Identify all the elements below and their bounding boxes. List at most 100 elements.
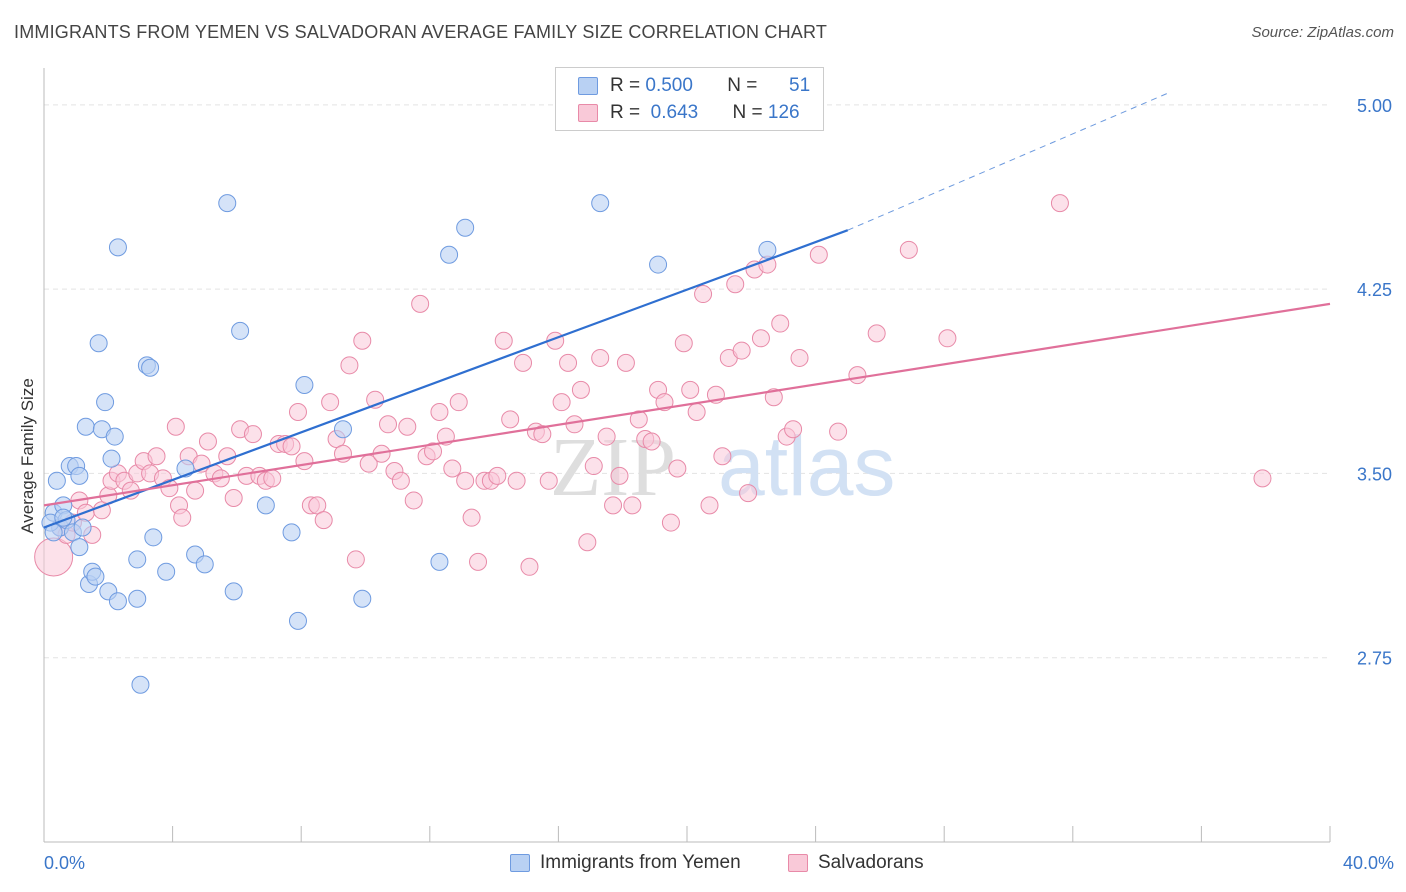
y-axis-label: Average Family Size bbox=[18, 378, 37, 534]
y-tick-label: 3.50 bbox=[1357, 464, 1392, 484]
salvadorans-point bbox=[559, 353, 578, 372]
salvadorans-point bbox=[848, 366, 867, 385]
yemen-point bbox=[47, 471, 66, 490]
salvadorans-point bbox=[668, 459, 687, 478]
salvadorans-point bbox=[295, 452, 314, 471]
salvadorans-point bbox=[539, 471, 558, 490]
legend-n-value: 126 bbox=[767, 102, 800, 123]
yemen-point bbox=[141, 358, 160, 377]
salvadorans-point bbox=[591, 348, 610, 367]
salvadorans-point bbox=[1253, 469, 1272, 488]
yemen-point bbox=[73, 518, 92, 537]
salvadorans-point bbox=[424, 442, 443, 461]
salvadorans-point bbox=[224, 489, 243, 507]
salvadorans-point bbox=[501, 410, 520, 429]
legend-n-label: N = bbox=[732, 102, 763, 123]
yemen-point bbox=[128, 550, 147, 569]
salvadorans-point bbox=[642, 432, 661, 451]
salvadorans-point bbox=[674, 334, 693, 353]
x-tick-label: 0.0% bbox=[44, 853, 85, 873]
salvadorans-point bbox=[552, 393, 571, 412]
salvadorans-point bbox=[571, 380, 590, 399]
salvadorans-trend-line bbox=[43, 302, 1331, 507]
yemen-point bbox=[295, 375, 314, 394]
salvadorans-point bbox=[867, 324, 886, 343]
salvadorans-point bbox=[411, 294, 430, 313]
salvadorans-point bbox=[456, 471, 475, 490]
yemen-point bbox=[131, 675, 150, 694]
bottom-legend-label: Salvadorans bbox=[818, 852, 924, 873]
stats-legend: R = 0.500 N = 51 R = 0.643 N = 126 bbox=[555, 67, 824, 131]
tick-labels: 2.75 3.50 4.25 5.00 0.0% 40.0% bbox=[44, 96, 1394, 873]
salvadorans-point bbox=[469, 552, 488, 571]
salvadorans-point bbox=[784, 420, 803, 439]
yemen-point bbox=[256, 496, 275, 515]
y-tick-label: 2.75 bbox=[1357, 649, 1392, 669]
yemen-point bbox=[108, 238, 127, 257]
salvadorans-point bbox=[584, 457, 603, 476]
salvadorans-point bbox=[404, 491, 423, 510]
legend-r-value: 0.500 bbox=[645, 75, 693, 96]
salvadorans-point bbox=[514, 353, 533, 372]
salvadorans-point bbox=[462, 508, 481, 527]
salvadorans-point bbox=[809, 245, 828, 264]
salvadorans-point bbox=[398, 417, 417, 436]
salvadorans-point bbox=[739, 484, 758, 503]
salvadorans-point bbox=[494, 331, 513, 350]
legend-row-salvadorans: R = 0.643 N = 126 bbox=[578, 101, 800, 125]
salvadorans-point bbox=[488, 466, 507, 485]
salvadorans-point bbox=[391, 471, 410, 490]
salvadorans-point bbox=[507, 471, 526, 490]
yemen-trend-line bbox=[43, 229, 849, 529]
salvadorans-point bbox=[321, 393, 340, 412]
yemen-point bbox=[102, 449, 121, 468]
yemen-point bbox=[105, 427, 124, 446]
salvadorans-point bbox=[314, 511, 333, 530]
salvadorans-point bbox=[346, 550, 365, 569]
yemen-point bbox=[430, 552, 449, 571]
legend-r-label: R = bbox=[610, 75, 641, 96]
salvadorans-point bbox=[694, 285, 713, 304]
yemen-point bbox=[591, 194, 610, 213]
salvadorans-point bbox=[1050, 194, 1069, 213]
salvadorans-point bbox=[430, 403, 449, 421]
grid bbox=[43, 104, 1331, 842]
salvadorans-point bbox=[687, 403, 706, 421]
axes bbox=[43, 68, 1330, 843]
salvadorans-point bbox=[732, 341, 751, 360]
yemen-point bbox=[649, 255, 668, 274]
yemen-point bbox=[231, 321, 250, 340]
yemen-point bbox=[108, 592, 127, 611]
yemen-point bbox=[70, 538, 89, 557]
salvadorans-point bbox=[681, 380, 700, 399]
yemen-point bbox=[195, 555, 214, 574]
salvadorans-point bbox=[520, 557, 539, 576]
yemen-point bbox=[128, 589, 147, 608]
salvadorans-point bbox=[829, 422, 848, 441]
salvadorans-point bbox=[629, 410, 648, 429]
legend-r-label: R = bbox=[610, 102, 641, 123]
salvadorans-point bbox=[353, 331, 372, 350]
salvadorans-point bbox=[604, 496, 623, 515]
salvadorans-point bbox=[173, 508, 192, 527]
salvadorans-point bbox=[700, 496, 719, 515]
salvadorans-point bbox=[379, 415, 398, 434]
salvadorans-point bbox=[661, 513, 680, 532]
salvadorans-point bbox=[623, 496, 642, 515]
yemen-point bbox=[282, 523, 301, 542]
y-tick-label: 4.25 bbox=[1357, 280, 1392, 300]
yemen-point bbox=[288, 611, 307, 630]
salvadorans-point bbox=[751, 329, 770, 348]
legend-swatch-salvadorans bbox=[578, 104, 598, 122]
legend-swatch-yemen bbox=[578, 77, 598, 95]
legend-row-yemen: R = 0.500 N = 51 bbox=[578, 74, 810, 98]
source-label: Source: ZipAtlas.com bbox=[1251, 24, 1394, 41]
legend-r-value: 0.643 bbox=[650, 102, 699, 123]
yemen-point bbox=[86, 567, 105, 586]
salvadorans-point bbox=[938, 329, 957, 348]
yemen-point bbox=[218, 194, 237, 213]
salvadorans-point bbox=[771, 314, 790, 333]
salvadorans-point bbox=[610, 466, 629, 485]
salvadorans-point bbox=[790, 348, 809, 367]
